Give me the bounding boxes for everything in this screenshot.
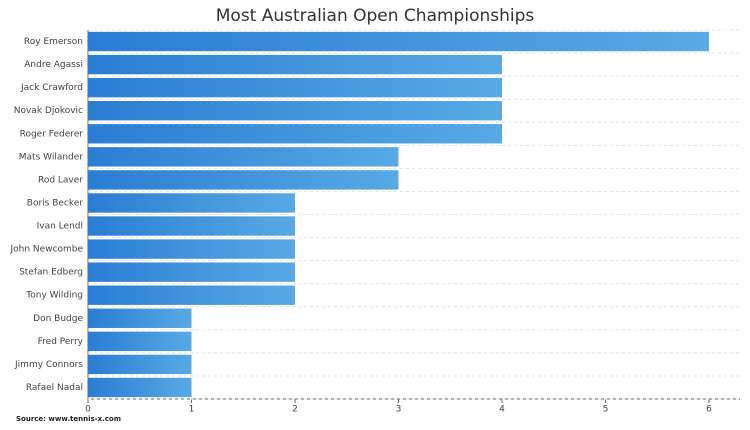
bar bbox=[88, 377, 192, 398]
bar bbox=[88, 308, 192, 328]
bar bbox=[88, 124, 502, 144]
bar bbox=[88, 354, 192, 375]
bar bbox=[88, 331, 192, 352]
bar bbox=[88, 147, 399, 167]
bar bbox=[88, 77, 502, 98]
x-tick-label: 6 bbox=[706, 405, 712, 415]
source-note: Source: www.tennis-x.com bbox=[16, 415, 121, 423]
y-tick-label: Fred Perry bbox=[38, 337, 84, 347]
y-tick-label: Mats Wilander bbox=[19, 152, 84, 162]
x-tick-label: 4 bbox=[499, 405, 505, 415]
bar bbox=[88, 262, 295, 282]
y-tick-label: Don Budge bbox=[33, 314, 83, 324]
y-tick-label: Novak Djokovic bbox=[14, 106, 83, 116]
bar bbox=[88, 101, 502, 121]
y-tick-label: Rod Laver bbox=[38, 175, 83, 185]
y-tick-label: Roy Emerson bbox=[24, 37, 83, 47]
x-tick-label: 5 bbox=[603, 405, 609, 415]
x-tick-label: 0 bbox=[85, 405, 91, 415]
y-tick-label: Jack Crawford bbox=[20, 83, 83, 93]
bar bbox=[88, 239, 295, 259]
x-tick-label: 2 bbox=[292, 405, 298, 415]
y-tick-label: Rafael Nadal bbox=[26, 383, 83, 393]
y-tick-label: Andre Agassi bbox=[24, 60, 83, 70]
bar bbox=[88, 216, 295, 236]
y-tick-label: Jimmy Connors bbox=[14, 360, 83, 370]
bar bbox=[88, 31, 709, 52]
y-tick-label: Stefan Edberg bbox=[19, 268, 83, 278]
bar bbox=[88, 193, 295, 213]
y-tick-label: Roger Federer bbox=[20, 129, 84, 139]
bar bbox=[88, 285, 295, 305]
chart-title: Most Australian Open Championships bbox=[216, 6, 535, 26]
bar bbox=[88, 54, 502, 75]
y-tick-label: Tony Wilding bbox=[25, 291, 83, 301]
x-tick-label: 3 bbox=[396, 405, 402, 415]
x-tick-label: 1 bbox=[189, 405, 195, 415]
bar bbox=[88, 170, 399, 190]
y-tick-label: John Newcombe bbox=[9, 245, 83, 255]
y-tick-label: Boris Becker bbox=[27, 198, 84, 208]
y-tick-label: Ivan Lendl bbox=[37, 222, 83, 232]
